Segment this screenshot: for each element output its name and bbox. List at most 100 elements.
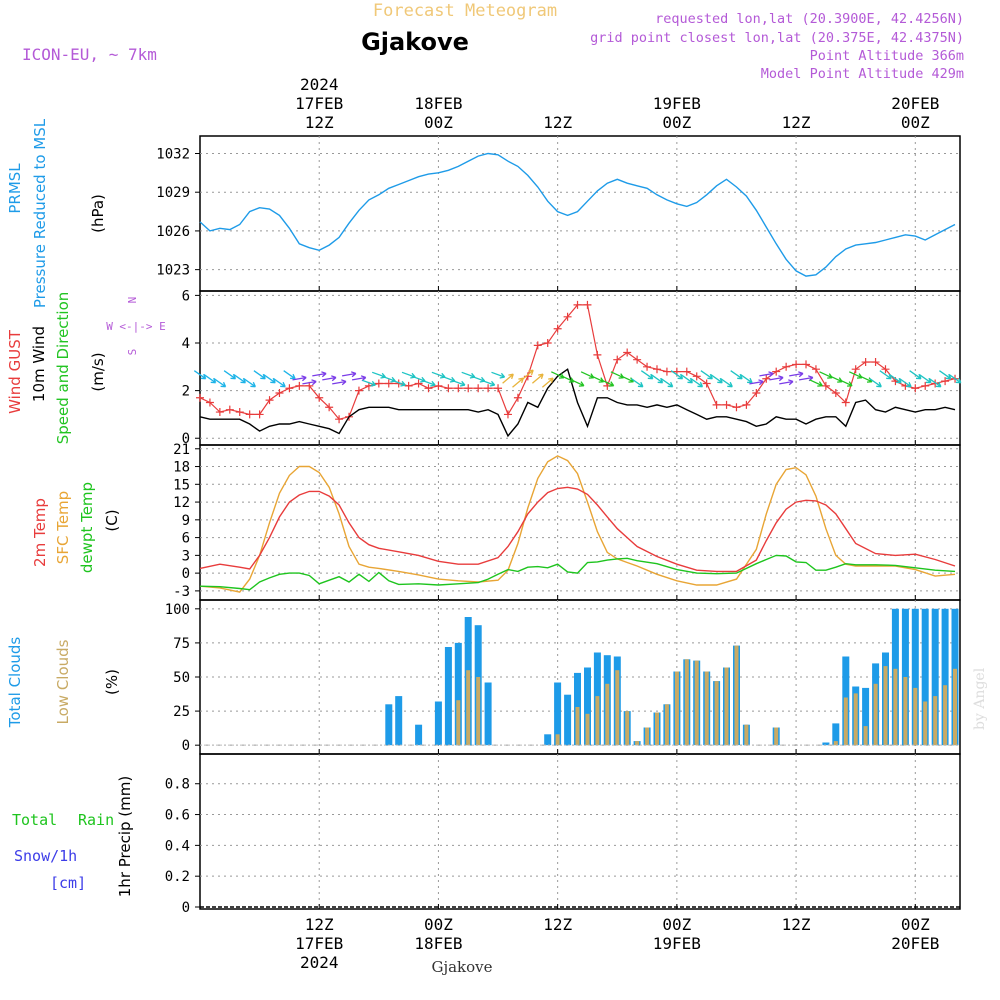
low-clouds-bar [923, 701, 928, 746]
wind-direction-arrow [263, 374, 276, 384]
ytick-label-3-4: 100 [165, 602, 190, 618]
gust-point [404, 381, 413, 390]
wind-unit: (m/s) [89, 352, 107, 391]
gust-point [921, 381, 930, 390]
low-clouds-bar [883, 666, 888, 746]
gust-point [652, 365, 661, 374]
gust-point [623, 348, 632, 357]
gust-point [762, 374, 771, 383]
low-clouds-bar [893, 668, 898, 746]
low-clouds-bar [694, 660, 699, 746]
wind-direction-arrow [570, 379, 585, 387]
wind-direction-arrow [939, 370, 952, 380]
gust-point [722, 400, 731, 409]
t2m-line [199, 486, 956, 573]
total-clouds-bar [564, 694, 572, 746]
wind-direction-arrow [531, 373, 544, 384]
low-clouds-bar [833, 741, 838, 746]
legend-snow: Snow/1h [14, 847, 77, 865]
legend-total: Total [12, 811, 57, 829]
low-clouds-bar [724, 667, 729, 746]
low-clouds-bar [555, 734, 560, 746]
low-clouds-bar [595, 696, 600, 746]
wind-direction-arrow [351, 375, 367, 382]
model-altitude: Model Point Altitude 429m [761, 66, 964, 82]
precip-label: 1hr Precip (mm) [116, 776, 134, 897]
low-clouds-bar [853, 693, 858, 746]
time-bottom-label-0-1: 17FEB [295, 934, 343, 953]
gust-point [732, 403, 741, 412]
compass-n: N [126, 297, 139, 304]
low-clouds-bar [953, 668, 957, 746]
wind-direction-arrow [640, 370, 654, 380]
wind-direction-arrow [610, 371, 625, 379]
gust-point [484, 384, 493, 393]
total-clouds-bar [921, 608, 929, 746]
gust-point [752, 389, 761, 397]
ytick-label-2-0: -3 [173, 584, 190, 600]
wind-direction-arrow [670, 370, 684, 380]
dewpt-label: dewpt Temp [78, 482, 96, 573]
low-clouds-bar [625, 711, 630, 746]
low-clouds-bar [476, 677, 481, 746]
ytick-label-3-0: 0 [182, 738, 190, 754]
wind-direction-arrow [809, 379, 823, 387]
ytick-label-2-7: 18 [173, 460, 190, 476]
gust-point [384, 379, 393, 388]
time-top-label-0-0: 2024 [300, 75, 339, 94]
panel-frame-4 [199, 753, 961, 910]
wind-direction-arrow [789, 371, 804, 378]
gust-point [205, 398, 214, 407]
time-bottom-label-0-2: 2024 [300, 953, 339, 972]
wind-direction-arrow [819, 371, 833, 379]
wind-direction-arrow [929, 378, 942, 388]
time-top-label-5-1: 00Z [901, 113, 930, 132]
gust-point [712, 400, 721, 409]
low-clouds-bar [704, 671, 709, 746]
ytick-label-2-2: 3 [182, 548, 190, 564]
low-clouds-bar [714, 681, 719, 746]
low-clouds-bar [575, 707, 580, 746]
ytick-label-1-0: 0 [182, 431, 190, 447]
time-top-label-1-0: 18FEB [414, 94, 462, 113]
total-clouds-bar [554, 682, 562, 746]
wind-direction-arrow [660, 378, 674, 388]
wind-direction-arrow [590, 375, 605, 383]
ytick-label-2-8: 21 [173, 442, 190, 458]
low-clouds-bar [774, 727, 779, 746]
gust-point [434, 381, 443, 390]
low-clouds-bar [585, 713, 590, 746]
time-bottom-label-5-1: 20FEB [891, 934, 939, 953]
time-bottom-label-1-0: 00Z [424, 915, 453, 934]
wind-direction-arrow [919, 374, 932, 384]
wind-direction-arrow [580, 371, 595, 379]
wind-direction-arrow [491, 371, 506, 379]
gust-point [841, 398, 850, 407]
wind-direction-arrow [740, 374, 753, 384]
low-clouds-bar [863, 726, 868, 746]
gust-point [235, 408, 244, 417]
gust-point [325, 403, 334, 412]
panel-frame-1 [199, 290, 961, 446]
wind-direction-arrow [302, 379, 317, 386]
gust-point [941, 377, 950, 386]
wind-direction-arrow [391, 379, 406, 387]
ytick-label-4-1: 0.2 [165, 869, 190, 885]
panel-frame-2 [199, 444, 961, 601]
gust-point [424, 384, 433, 393]
wind-direction-arrow [650, 374, 664, 384]
wind-direction-arrow [541, 377, 554, 388]
wind-direction-arrow [720, 378, 733, 388]
gust-point [414, 379, 423, 388]
wind-direction-arrow [451, 379, 466, 387]
total-clouds-bar [911, 608, 919, 746]
wind-direction-arrow [879, 370, 892, 380]
ytick-label-1-2: 4 [182, 336, 190, 352]
gust-point [811, 365, 820, 374]
total-clouds-bar [822, 742, 830, 746]
gust-point [881, 365, 890, 374]
wind-direction-arrow [243, 378, 256, 388]
gust-point [583, 300, 592, 309]
gust-point [613, 355, 622, 364]
